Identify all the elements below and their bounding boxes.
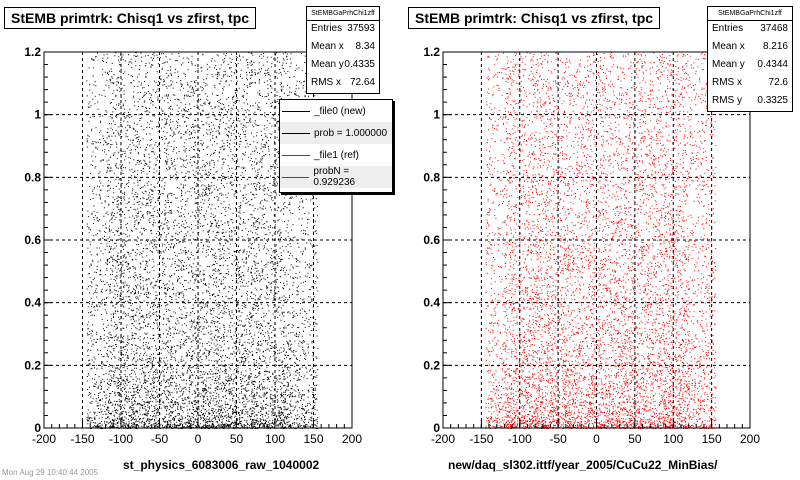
left-x-axis-title: st_physics_6083006_raw_1040002 <box>123 458 320 472</box>
left-stats-box: StEMBGaPrhChi1zff Entries 37593 Mean x 8.3… <box>306 6 380 94</box>
y-tick-label: 0.2 <box>24 358 41 372</box>
right-stats-rms-x: RMS x 72.6 <box>712 77 788 88</box>
right-stats-entries: Entries 37468 <box>712 23 788 34</box>
x-tick-label: -150 <box>469 432 493 446</box>
scatter-cloud <box>86 52 319 429</box>
legend-entry-probn: probN = 0.929236 <box>280 166 392 188</box>
right-chart-title: StEMB primtrk: Chisq1 vs zfirst, tpc <box>408 7 661 29</box>
x-tick-label: 100 <box>265 432 285 446</box>
right-stats-mean-x: Mean x 8.216 <box>712 41 788 52</box>
y-tick-label: 1 <box>34 108 41 122</box>
left-stats-mean-y: Mean y 0.4335 <box>311 59 375 70</box>
x-tick-label: -150 <box>70 432 94 446</box>
y-tick-label: 0.4 <box>423 296 440 310</box>
x-tick-label: 200 <box>342 432 362 446</box>
left-stats-rms-x: RMS x 72.64 <box>311 77 375 88</box>
y-tick-label: 0 <box>34 421 41 435</box>
y-tick-label: 0.8 <box>24 170 41 184</box>
legend-entry-prob: prob = 1.000000 <box>280 122 392 144</box>
left-stats-entries: Entries 37593 <box>311 23 375 34</box>
x-tick-label: -200 <box>32 432 56 446</box>
scatter-points <box>86 52 319 429</box>
y-tick-label: 0.8 <box>423 170 440 184</box>
left-stats-header: StEMBGaPrhChi1zff <box>307 7 379 21</box>
y-tick-label: 1.2 <box>423 45 440 59</box>
x-tick-label: 200 <box>740 432 760 446</box>
y-tick-label: 1 <box>433 108 440 122</box>
left-chart-title: StEMB primtrk: Chisq1 vs zfirst, tpc <box>4 7 257 29</box>
legend-box: _file0 (new) prob = 1.000000 _file1 (ref… <box>279 99 393 193</box>
y-tick-label: 1.2 <box>24 45 41 59</box>
legend-entry-file1: _file1 (ref) <box>280 144 392 166</box>
right-stats-box: StEMBGaPrhChi1zff Entries 37468 Mean x 8.2… <box>707 6 793 112</box>
footer-timestamp: Mon Aug 29 10:40:44 2005 <box>2 468 99 477</box>
right-panel: -200 -150 -100 -50 0 50 100 150 200 0 0.2 0.4 0.6 0.8… <box>400 0 800 480</box>
x-tick-label: -100 <box>109 432 133 446</box>
right-stats-header: StEMBGaPrhChi1zff <box>708 7 792 21</box>
x-tick-label: 50 <box>230 432 244 446</box>
grid <box>443 52 750 428</box>
right-stats-mean-y: Mean y 0.4344 <box>712 59 788 70</box>
left-stats-mean-x: Mean x 8.34 <box>311 41 375 52</box>
y-tick-label: 0.4 <box>24 296 41 310</box>
right-x-axis-title: new/daq_sl302.ittf/year_2005/CuCu22_MinB… <box>448 458 718 472</box>
x-tick-label: 150 <box>303 432 323 446</box>
x-tick-label: 150 <box>702 432 722 446</box>
x-tick-label: -50 <box>549 432 567 446</box>
y-tick-label: 0.6 <box>24 233 41 247</box>
legend-entry-file0: _file0 (new) <box>280 100 392 122</box>
x-tick-label: 100 <box>663 432 683 446</box>
left-panel: -200 -150 -100 -50 0 50 100 150 200 0 0.2 0.4 0.6 0.8… <box>4 6 393 472</box>
x-tick-label: -100 <box>508 432 532 446</box>
left-plot: -200 -150 -100 -50 0 50 100 150 200 0 0.2 0.4 0.6 0.8… <box>24 45 362 446</box>
x-tick-label: 50 <box>628 432 642 446</box>
y-tick-label: 0 <box>433 421 440 435</box>
x-tick-label: -50 <box>151 432 169 446</box>
y-tick-label: 0.2 <box>423 358 440 372</box>
x-tick-label: -200 <box>431 432 455 446</box>
x-tick-label: 0 <box>195 432 202 446</box>
right-plot: -200 -150 -100 -50 0 50 100 150 200 0 0.2 0.4 0.6 0.8… <box>423 45 760 446</box>
grid <box>44 52 352 428</box>
y-tick-label: 0.6 <box>423 233 440 247</box>
right-stats-rms-y: RMS y 0.3325 <box>712 95 788 106</box>
x-tick-label: 0 <box>593 432 600 446</box>
